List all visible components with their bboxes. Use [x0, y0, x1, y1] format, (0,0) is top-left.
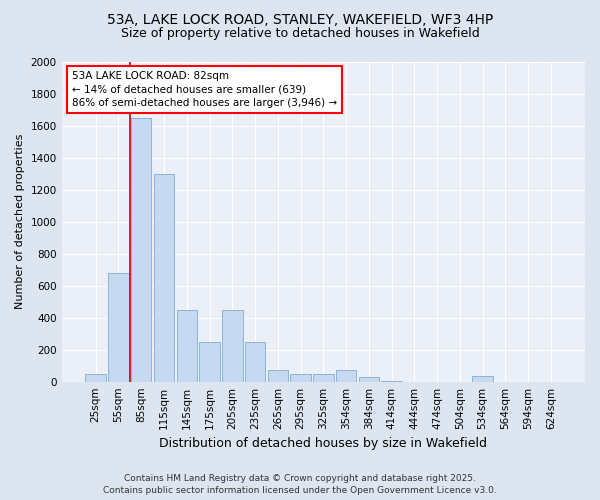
Bar [268, 370, 288, 382]
Bar [108, 273, 129, 382]
Text: 53A, LAKE LOCK ROAD, STANLEY, WAKEFIELD, WF3 4HP: 53A, LAKE LOCK ROAD, STANLEY, WAKEFIELD,… [107, 12, 493, 26]
Bar [199, 342, 220, 382]
Bar [290, 374, 311, 382]
Bar [382, 381, 402, 382]
Bar [176, 310, 197, 382]
Text: Contains HM Land Registry data © Crown copyright and database right 2025.
Contai: Contains HM Land Registry data © Crown c… [103, 474, 497, 495]
Text: 53A LAKE LOCK ROAD: 82sqm
← 14% of detached houses are smaller (639)
86% of semi: 53A LAKE LOCK ROAD: 82sqm ← 14% of detac… [72, 71, 337, 108]
Bar [85, 374, 106, 382]
Y-axis label: Number of detached properties: Number of detached properties [15, 134, 25, 310]
Bar [472, 376, 493, 382]
X-axis label: Distribution of detached houses by size in Wakefield: Distribution of detached houses by size … [160, 437, 487, 450]
Bar [313, 374, 334, 382]
Bar [245, 342, 265, 382]
Bar [336, 370, 356, 382]
Bar [131, 118, 151, 382]
Text: Size of property relative to detached houses in Wakefield: Size of property relative to detached ho… [121, 28, 479, 40]
Bar [154, 174, 174, 382]
Bar [222, 310, 242, 382]
Bar [359, 377, 379, 382]
